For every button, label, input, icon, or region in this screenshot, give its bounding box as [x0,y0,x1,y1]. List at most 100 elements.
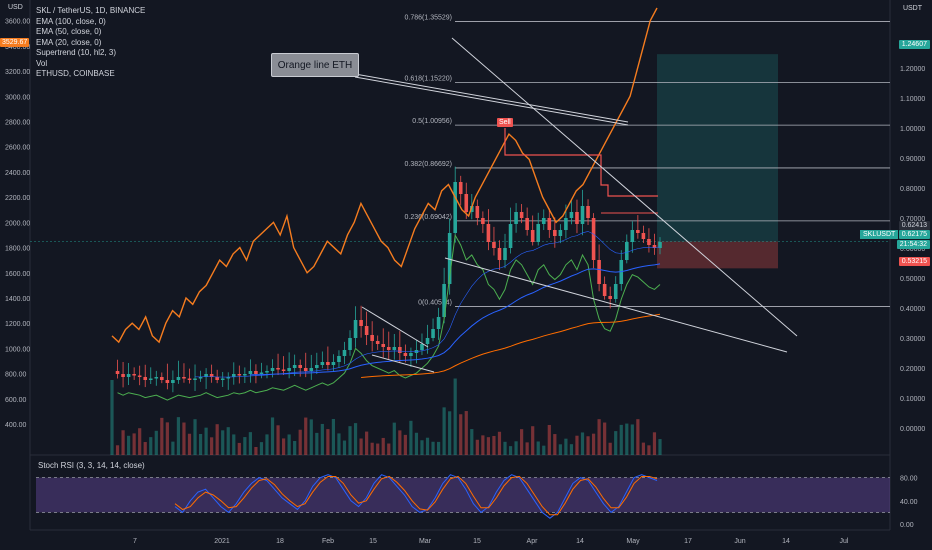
eth-line [111,7,658,344]
indicator-ema100[interactable]: EMA (100, close, 0) [36,16,106,26]
indicator-supertrend[interactable]: Supertrend (10, hl2, 3) [36,48,117,57]
x-tick-label: Jul [840,538,849,545]
volume-bar [243,437,247,455]
right-tick-label: 0.00000 [900,426,925,433]
volume-bar [154,430,158,455]
candle [608,296,612,299]
symbol-title[interactable]: SKL / TetherUS, 1D, BINANCE [36,6,146,15]
volume-bar [658,439,662,455]
volume-bar [381,437,385,455]
candle [536,224,541,242]
callout-pointer-2[interactable] [354,73,629,123]
indicator-ema20[interactable]: EMA (20, close, 0) [36,37,102,47]
volume-bar [641,442,645,455]
volume-bar [348,426,352,455]
profit-zone [657,54,778,242]
candle [320,362,325,365]
candle [165,380,170,383]
candle [558,230,563,236]
candle [132,374,136,376]
trend-line-lower[interactable] [444,257,788,353]
indicator-ema50[interactable]: EMA (50, close, 0) [36,27,102,36]
volume-bar [414,432,419,455]
candle [182,377,186,379]
callout-orange-line-eth[interactable]: Orange line ETH [271,53,359,77]
wedge-line-upper[interactable] [361,306,429,348]
volume-bar [553,434,557,455]
volume-bar [165,422,169,455]
volume-bar [420,440,424,455]
right-tick-label: 0.20000 [900,366,925,373]
candle [530,230,535,242]
volume-bar [138,428,142,455]
volume-bar [287,434,291,455]
volume-bar [353,423,358,455]
candle [226,377,231,379]
volume-bar [431,441,435,455]
candle [281,369,286,371]
candle [381,344,386,347]
volume-bar [215,424,219,455]
candle [309,368,314,371]
candle [602,284,607,296]
volume-bar [304,417,308,455]
volume-bar [342,440,347,455]
volume-bar [193,419,197,455]
right-tick-label: 0.80000 [900,186,925,193]
volume-bar [143,442,147,455]
right-tick-label: 0.50000 [900,276,925,283]
volume-bar [281,438,286,455]
volume-bar [376,443,380,455]
eth-last-price-tag: 3529.67 [0,38,30,47]
volume-bar [586,436,590,455]
candle [160,377,164,380]
volume-bar [254,446,258,455]
volume-bar [176,417,181,455]
candle [453,182,457,233]
candle [276,368,280,370]
volume-bar [365,431,369,455]
wedge-line-lower[interactable] [371,354,435,373]
x-tick-label: 18 [276,538,284,545]
candle [586,206,590,218]
fib-label: 0.618(1.15220) [405,75,452,82]
grid [29,0,891,531]
candle [580,206,585,224]
candle [220,378,225,380]
volume-bar [614,431,618,455]
trend-line-upper[interactable] [451,37,798,337]
left-axis-unit: USD [8,4,23,11]
volume-bar [248,432,252,455]
candle [315,365,319,368]
rsi-tick-label: 40.00 [900,499,918,506]
left-tick-label: 2000.00 [5,220,30,227]
volume-bar [459,414,463,455]
volume-bar [608,442,612,455]
candle [647,239,651,245]
resistance-step [504,128,658,197]
candle [148,378,153,380]
indicator-ethusd[interactable]: ETHUSD, COINBASE [36,69,115,78]
candle [624,242,629,260]
stoch-rsi-label[interactable]: Stoch RSI (3, 3, 14, 14, close) [38,461,145,470]
x-tick-label: Jun [734,538,745,545]
candle [503,248,507,260]
fib-label: 0.5(1.00956) [412,118,452,125]
volume-bar [198,433,203,455]
left-tick-label: 400.00 [5,422,27,429]
right-tick-label: 0.30000 [900,336,925,343]
volume-bar [187,433,192,455]
candle [458,182,463,194]
trend-lines[interactable] [354,37,798,373]
indicator-volume[interactable]: Vol [36,58,48,68]
candle [425,338,430,344]
candle [198,377,203,379]
left-tick-label: 2600.00 [5,145,30,152]
volume-bar [127,435,131,455]
candle [359,320,363,326]
candle [447,233,452,284]
left-tick-label: 1800.00 [5,246,30,253]
volume-bar [531,426,535,455]
callout-pointer[interactable] [354,76,629,126]
